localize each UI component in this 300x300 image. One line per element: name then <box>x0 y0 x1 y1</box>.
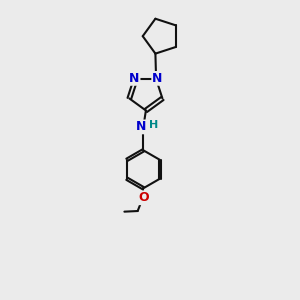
Text: H: H <box>149 120 158 130</box>
Text: N: N <box>152 72 163 85</box>
Text: O: O <box>138 191 149 204</box>
Text: N: N <box>129 72 140 85</box>
Text: N: N <box>136 120 146 134</box>
